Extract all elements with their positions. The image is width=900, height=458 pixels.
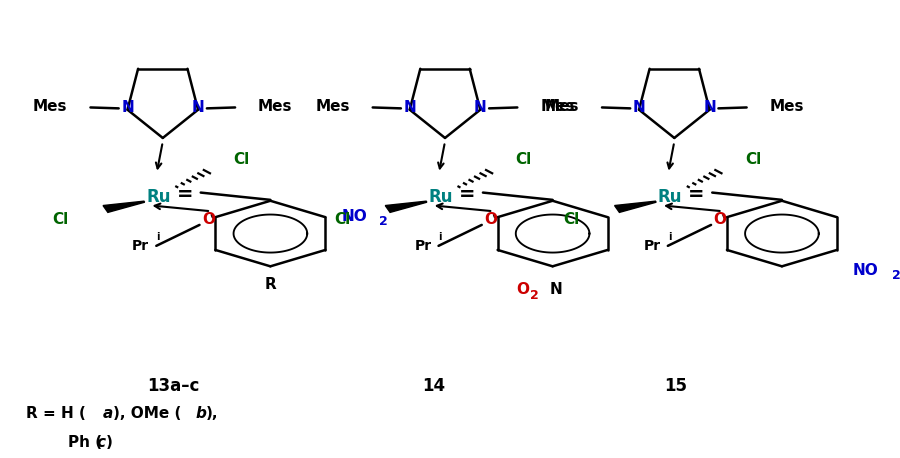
Text: Cl: Cl	[745, 153, 761, 167]
Text: 14: 14	[422, 377, 446, 395]
Text: N: N	[192, 100, 204, 115]
Text: =: =	[688, 185, 705, 204]
Text: Cl: Cl	[233, 153, 249, 167]
Polygon shape	[385, 201, 427, 213]
Text: NO: NO	[853, 263, 878, 278]
Text: Ru: Ru	[146, 188, 171, 206]
Text: 13a–c: 13a–c	[148, 377, 200, 395]
Text: Ph (: Ph (	[68, 436, 102, 451]
Text: NO: NO	[341, 209, 367, 224]
Text: Cl: Cl	[335, 213, 351, 227]
Text: Pr: Pr	[132, 239, 149, 253]
Text: Pr: Pr	[414, 239, 431, 253]
Text: R = H (: R = H (	[26, 406, 86, 421]
Text: Cl: Cl	[516, 153, 532, 167]
Text: N: N	[703, 100, 716, 115]
Polygon shape	[103, 201, 145, 213]
Text: =: =	[459, 185, 475, 204]
Text: i: i	[157, 232, 160, 242]
Text: N: N	[403, 100, 416, 115]
Text: Cl: Cl	[52, 213, 68, 227]
Text: O: O	[714, 212, 726, 227]
Text: =: =	[176, 185, 194, 204]
Text: O: O	[484, 212, 497, 227]
Text: c: c	[96, 436, 105, 451]
Text: 2: 2	[379, 215, 388, 228]
Text: Mes: Mes	[258, 99, 292, 114]
Text: R: R	[265, 277, 276, 292]
Text: i: i	[438, 232, 442, 242]
Text: Ru: Ru	[658, 188, 682, 206]
Text: N: N	[122, 100, 134, 115]
Text: a: a	[103, 406, 113, 421]
Text: b: b	[195, 406, 206, 421]
Text: Mes: Mes	[770, 99, 804, 114]
Text: ), OMe (: ), OMe (	[113, 406, 182, 421]
Text: Ru: Ru	[428, 188, 453, 206]
Text: 2: 2	[530, 289, 538, 302]
Text: Cl: Cl	[563, 213, 580, 227]
Text: Mes: Mes	[544, 99, 579, 114]
Text: Mes: Mes	[315, 99, 350, 114]
Text: Pr: Pr	[644, 239, 661, 253]
Text: N: N	[633, 100, 645, 115]
Text: ),: ),	[206, 406, 219, 421]
Polygon shape	[615, 201, 656, 213]
Text: 2: 2	[892, 269, 900, 283]
Text: Mes: Mes	[33, 99, 68, 114]
Text: i: i	[668, 232, 671, 242]
Text: N: N	[474, 100, 487, 115]
Text: O: O	[516, 283, 529, 298]
Text: 15: 15	[664, 377, 688, 395]
Text: ): )	[105, 436, 112, 451]
Text: N: N	[550, 283, 562, 298]
Text: O: O	[202, 212, 215, 227]
Text: Mes: Mes	[540, 99, 575, 114]
